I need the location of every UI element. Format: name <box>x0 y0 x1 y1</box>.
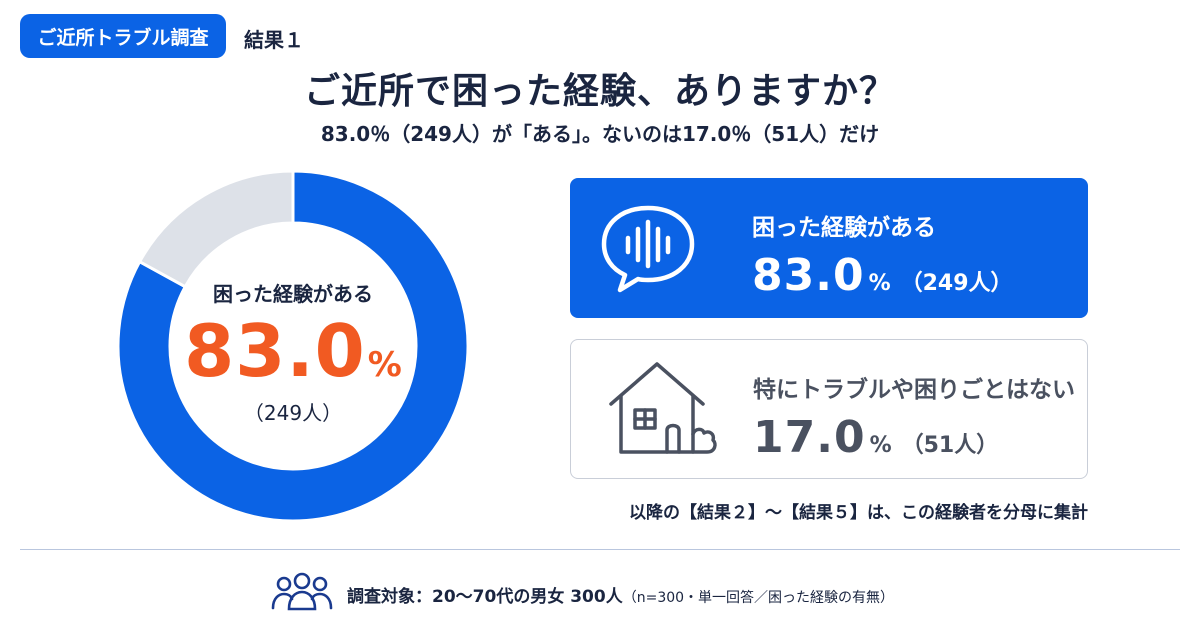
survey-tag-label: ご近所トラブル調査 <box>37 26 209 49</box>
page-title: ご近所で困った経験、ありますか？ <box>303 71 896 112</box>
donut-center-unit: % <box>367 345 402 385</box>
card-no-trouble-count: （51人） <box>901 433 999 458</box>
footer-survey-target: 調査対象：20〜70代の男女 300人 <box>347 587 623 607</box>
donut-center-label: 困った経験がある <box>213 282 373 306</box>
denominator-note: 以降の【結果２】〜【結果５】は、この経験者を分母に集計 <box>629 503 1088 523</box>
card-no-trouble-unit: % <box>869 433 892 458</box>
card-has-experience-count: （249人） <box>900 271 1013 296</box>
people-group-icon <box>271 572 333 611</box>
card-no-trouble-value: 17.0% （51人） <box>753 412 1075 463</box>
donut-center-value: 83.0% <box>168 309 418 393</box>
donut-chart <box>118 169 468 523</box>
footer-divider <box>20 549 1180 550</box>
card-no-trouble: 特にトラブルや困りごとはない 17.0% （51人） <box>570 339 1088 479</box>
footer-text: 調査対象：20〜70代の男女 300人（n=300・単一回答／困った経験の有無） <box>347 582 894 607</box>
donut-slice-has-experience <box>118 169 468 523</box>
speech-bubble-sound-icon <box>601 205 695 293</box>
card-has-experience-text: 困った経験がある 83.0% （249人） <box>752 208 1013 301</box>
donut-center-count: （249人） <box>243 401 343 425</box>
donut-center: 困った経験がある 83.0% （249人） <box>168 278 418 426</box>
survey-tag: ご近所トラブル調査 <box>20 14 226 58</box>
card-has-experience-value: 83.0% （249人） <box>752 250 1013 301</box>
donut-center-number: 83.0 <box>184 309 366 393</box>
card-has-experience-unit: % <box>868 271 891 296</box>
result-label: 結果１ <box>244 28 304 52</box>
house-icon <box>609 362 717 454</box>
card-no-trouble-number: 17.0 <box>753 412 866 463</box>
page-subtitle: 83.0％（249人）が「ある」。ないのは17.0％（51人）だけ <box>320 122 880 146</box>
card-has-experience: 困った経験がある 83.0% （249人） <box>570 178 1088 318</box>
card-no-trouble-label: 特にトラブルや困りごとはない <box>753 377 1075 403</box>
card-has-experience-number: 83.0 <box>752 250 865 301</box>
card-has-experience-label: 困った経験がある <box>752 215 936 241</box>
card-no-trouble-text: 特にトラブルや困りごとはない 17.0% （51人） <box>753 370 1075 463</box>
donut-slice-no-trouble <box>137 169 295 289</box>
footer-survey-detail: （n=300・単一回答／困った経験の有無） <box>622 590 895 606</box>
